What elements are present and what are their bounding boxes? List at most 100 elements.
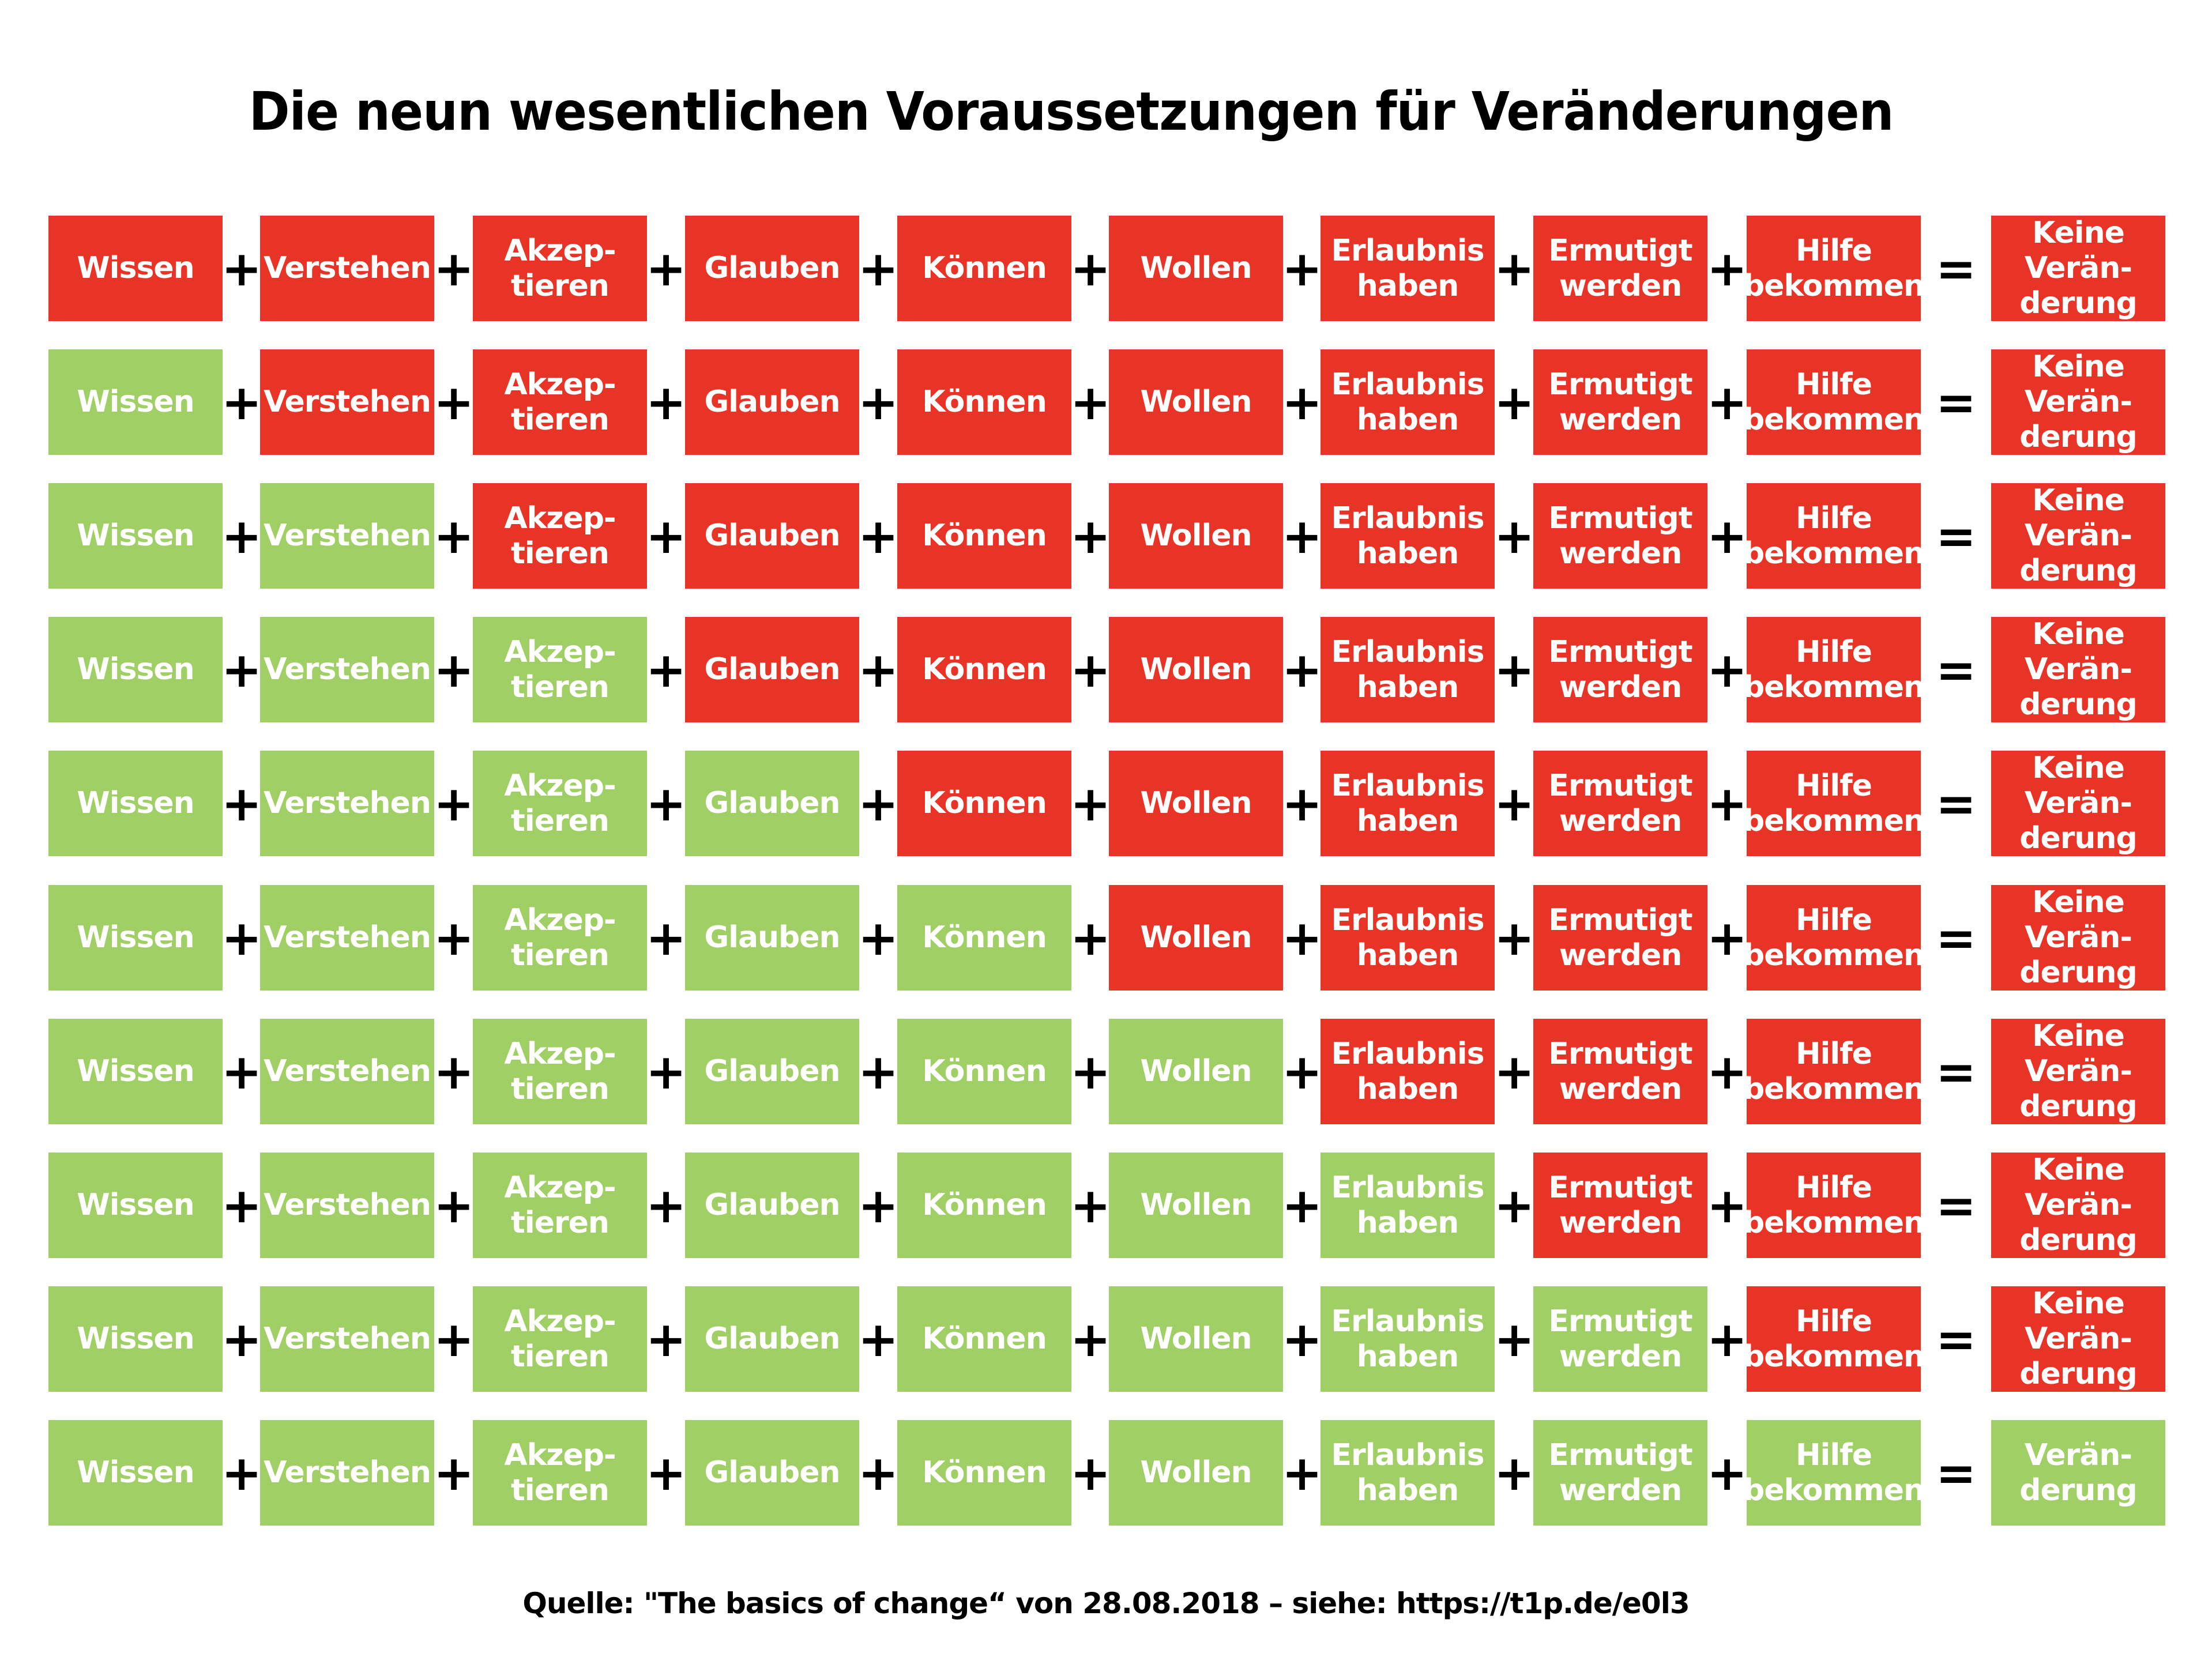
prerequisite-box-können: Können (897, 483, 1071, 589)
prerequisite-label: Wollen (1140, 1321, 1252, 1356)
result-box-no-change: Keine Verän- derung (1991, 1286, 2165, 1392)
result-label: Keine Verän- derung (2019, 1153, 2137, 1257)
plus-sign: + (857, 507, 899, 564)
prerequisite-box-glauben: Glauben (685, 483, 859, 589)
prerequisite-label: Glauben (704, 1054, 840, 1089)
prerequisite-label: Glauben (704, 786, 840, 820)
prerequisite-box-erlaubnis-haben: Erlaubnis haben (1321, 617, 1495, 722)
prerequisite-label: Können (922, 1188, 1047, 1222)
equals-sign: = (1935, 1444, 1977, 1501)
prerequisite-box-wollen: Wollen (1109, 617, 1283, 722)
prerequisite-label: Verstehen (264, 518, 431, 553)
prerequisite-label: Ermutigt werden (1548, 1437, 1692, 1508)
prerequisite-box-wissen: Wissen (48, 1153, 223, 1258)
prerequisite-label: Glauben (704, 1321, 840, 1356)
prerequisite-box-glauben: Glauben (685, 751, 859, 856)
prerequisite-box-erlaubnis-haben: Erlaubnis haben (1321, 216, 1495, 321)
plus-sign: + (221, 1177, 262, 1234)
plus-sign: + (221, 240, 262, 297)
prerequisite-box-ermutigt-werden: Ermutigt werden (1533, 1153, 1707, 1258)
plus-sign: + (221, 775, 262, 832)
prerequisite-box-erlaubnis-haben: Erlaubnis haben (1321, 1019, 1495, 1124)
prerequisite-box-verstehen: Verstehen (260, 617, 434, 722)
prerequisite-box-wissen: Wissen (48, 349, 223, 455)
prerequisite-label: Glauben (704, 652, 840, 687)
prerequisite-box-akzeptieren: Akzep- tieren (473, 1420, 647, 1526)
prerequisite-label: Können (922, 518, 1047, 553)
prerequisite-box-verstehen: Verstehen (260, 1420, 434, 1526)
prerequisite-label: Glauben (704, 518, 840, 553)
prerequisite-label: Erlaubnis haben (1331, 500, 1484, 571)
plus-sign: + (433, 775, 475, 832)
plus-sign: + (1494, 240, 1535, 297)
prerequisite-label: Akzep- tieren (504, 902, 616, 973)
prerequisite-label: Wissen (77, 786, 194, 820)
prerequisite-box-können: Können (897, 349, 1071, 455)
prerequisite-label: Ermutigt werden (1548, 1304, 1692, 1374)
prerequisite-box-hilfe-bekommen: Hilfe bekommen (1747, 617, 1921, 722)
prerequisite-label: Akzep- tieren (504, 367, 616, 437)
result-label: Keine Verän- derung (2019, 349, 2137, 454)
equals-sign: = (1935, 909, 1977, 966)
plus-sign: + (433, 240, 475, 297)
plus-sign: + (857, 909, 899, 966)
prerequisite-label: Ermutigt werden (1548, 500, 1692, 571)
prerequisite-label: Wollen (1140, 251, 1252, 285)
plus-sign: + (433, 909, 475, 966)
prerequisite-box-erlaubnis-haben: Erlaubnis haben (1321, 349, 1495, 455)
plus-sign: + (857, 240, 899, 297)
prerequisite-label: Hilfe bekommen (1747, 1036, 1921, 1106)
prerequisite-box-wollen: Wollen (1109, 349, 1283, 455)
prerequisite-box-können: Können (897, 885, 1071, 991)
prerequisite-box-hilfe-bekommen: Hilfe bekommen (1747, 1153, 1921, 1258)
prerequisite-box-akzeptieren: Akzep- tieren (473, 885, 647, 991)
prerequisite-box-erlaubnis-haben: Erlaubnis haben (1321, 483, 1495, 589)
prerequisite-label: Hilfe bekommen (1747, 367, 1921, 437)
plus-sign: + (1281, 1043, 1323, 1100)
result-box-no-change: Keine Verän- derung (1991, 349, 2165, 455)
prerequisite-box-hilfe-bekommen: Hilfe bekommen (1747, 1019, 1921, 1124)
prerequisite-box-glauben: Glauben (685, 617, 859, 722)
prerequisite-label: Wollen (1140, 518, 1252, 553)
plus-sign: + (857, 1444, 899, 1501)
prerequisite-box-glauben: Glauben (685, 1153, 859, 1258)
prerequisite-label: Erlaubnis haben (1331, 367, 1484, 437)
equals-sign: = (1935, 775, 1977, 832)
plus-sign: + (433, 374, 475, 431)
prerequisite-box-verstehen: Verstehen (260, 751, 434, 856)
equals-sign: = (1935, 1043, 1977, 1100)
prerequisite-box-wissen: Wissen (48, 617, 223, 722)
prerequisite-label: Erlaubnis haben (1331, 1036, 1484, 1106)
prerequisite-label: Hilfe bekommen (1747, 768, 1921, 838)
prerequisite-label: Erlaubnis haben (1331, 233, 1484, 303)
prerequisite-label: Wissen (77, 518, 194, 553)
plus-sign: + (857, 1177, 899, 1234)
prerequisite-box-wollen: Wollen (1109, 751, 1283, 856)
prerequisite-box-ermutigt-werden: Ermutigt werden (1533, 1286, 1707, 1392)
prerequisite-box-glauben: Glauben (685, 1286, 859, 1392)
prerequisite-label: Verstehen (264, 1054, 431, 1089)
prerequisite-label: Verstehen (264, 1321, 431, 1356)
result-box-no-change: Keine Verän- derung (1991, 483, 2165, 589)
prerequisite-label: Akzep- tieren (504, 500, 616, 571)
prerequisite-box-wissen: Wissen (48, 216, 223, 321)
prerequisite-label: Erlaubnis haben (1331, 1437, 1484, 1508)
prerequisite-label: Ermutigt werden (1548, 1170, 1692, 1240)
plus-sign: + (433, 1444, 475, 1501)
plus-sign: + (1070, 641, 1111, 698)
prerequisite-label: Ermutigt werden (1548, 233, 1692, 303)
plus-sign: + (1070, 1444, 1111, 1501)
plus-sign: + (645, 775, 687, 832)
prerequisite-box-ermutigt-werden: Ermutigt werden (1533, 617, 1707, 722)
prerequisite-label: Hilfe bekommen (1747, 500, 1921, 571)
prerequisite-box-wissen: Wissen (48, 751, 223, 856)
prerequisite-box-hilfe-bekommen: Hilfe bekommen (1747, 751, 1921, 856)
prerequisite-box-können: Können (897, 617, 1071, 722)
prerequisite-label: Akzep- tieren (504, 1036, 616, 1106)
prerequisite-label: Ermutigt werden (1548, 367, 1692, 437)
plus-sign: + (1494, 1043, 1535, 1100)
prerequisite-label: Erlaubnis haben (1331, 1304, 1484, 1374)
plus-sign: + (433, 1043, 475, 1100)
prerequisite-label: Ermutigt werden (1548, 902, 1692, 973)
